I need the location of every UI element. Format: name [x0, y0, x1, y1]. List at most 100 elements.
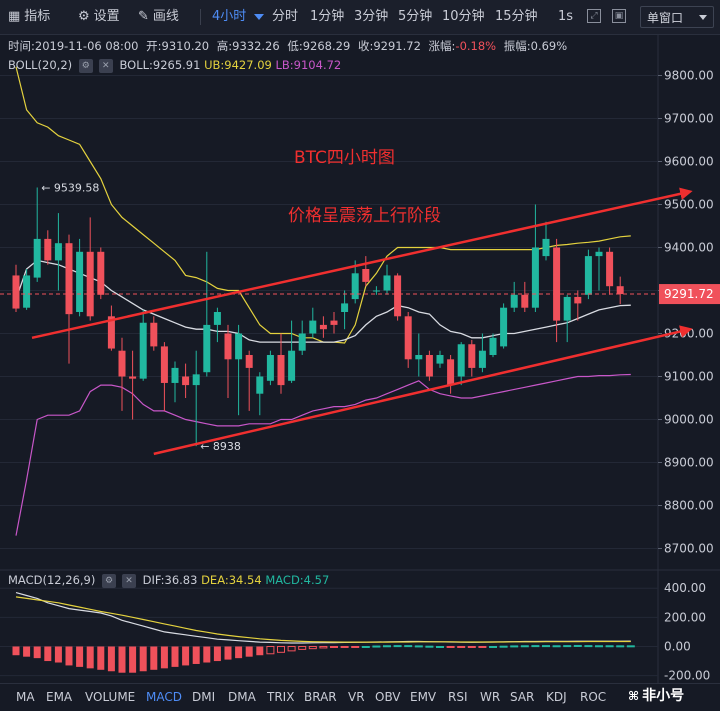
candle-body: [118, 350, 126, 377]
boll-ub: UB:9427.09: [204, 58, 272, 72]
macd-value: MACD:4.57: [265, 573, 330, 587]
tab-sar[interactable]: SAR: [510, 690, 535, 704]
trendline-arrow: [31, 187, 693, 340]
candle-body: [542, 238, 550, 257]
draw-button[interactable]: ✎ 画线: [138, 0, 179, 34]
info-open: 开:9310.20: [146, 39, 210, 53]
interval-4h[interactable]: 4小时: [212, 9, 247, 24]
candle-body: [12, 275, 20, 309]
screenshot-icon[interactable]: ▣: [612, 9, 626, 23]
macd-hist-bar: [160, 646, 168, 669]
candle-body: [425, 355, 433, 377]
candle-body: [150, 322, 158, 347]
macd-tick-label: -200.00: [664, 669, 710, 683]
macd-hist-bar: [425, 645, 434, 648]
macd-hist-bar: [319, 645, 328, 649]
price-tick-label: 8900.00: [664, 456, 714, 470]
indicator-tabs: MA EMA VOLUME MACD DMI DMA TRIX BRAR VR OBV EMV RSI…: [0, 683, 720, 711]
candle-body: [319, 324, 327, 330]
interval-timeline[interactable]: 分时: [272, 9, 299, 24]
indicators-button[interactable]: ▦ 指标: [8, 0, 50, 34]
interval-5m[interactable]: 5分钟: [398, 9, 433, 24]
macd-hist-bar: [171, 646, 179, 667]
tab-obv[interactable]: OBV: [375, 690, 401, 704]
tab-ma[interactable]: MA: [16, 690, 35, 704]
price-tick-label: 9700.00: [664, 112, 714, 126]
candle-body: [478, 350, 486, 368]
tab-roc[interactable]: ROC: [580, 690, 607, 704]
macd-hist-bar: [97, 646, 105, 670]
macd-hist-bar: [595, 645, 603, 648]
macd-hist-bar: [340, 645, 349, 648]
macd-hist-bar: [478, 645, 487, 648]
candle-body: [139, 322, 147, 379]
macd-hist-bar: [499, 645, 508, 648]
interval-1m[interactable]: 1分钟: [310, 9, 345, 24]
candle-body: [277, 355, 285, 386]
tab-volume[interactable]: VOLUME: [85, 690, 136, 704]
macd-hist-bar: [446, 645, 455, 648]
close-icon[interactable]: ✕: [122, 573, 136, 588]
candle-body: [436, 355, 444, 364]
interval-1s[interactable]: 1s: [558, 9, 574, 24]
candle-body: [54, 243, 62, 261]
candle-body: [76, 251, 84, 312]
settings-small-icon[interactable]: ⚙: [78, 58, 93, 73]
tab-macd[interactable]: MACD: [146, 690, 182, 704]
tab-rsi[interactable]: RSI: [448, 690, 468, 704]
candle-body: [203, 324, 211, 373]
macd-hist-bar: [287, 645, 296, 652]
tab-emv[interactable]: EMV: [410, 690, 437, 704]
price-tick-label: 9000.00: [664, 413, 714, 427]
expand-icon[interactable]: ⤢: [587, 9, 601, 23]
macd-tick-label: 200.00: [664, 610, 706, 624]
macd-hist-bar: [235, 646, 243, 659]
macd-hist-bar: [404, 645, 413, 648]
macd-hist-bar: [383, 645, 391, 648]
settings-button[interactable]: ⚙ 设置: [78, 0, 120, 34]
tab-trix[interactable]: TRIX: [267, 690, 295, 704]
tab-vr[interactable]: VR: [348, 690, 365, 704]
high-price-marker: ← 9539.58: [41, 181, 99, 194]
macd-hist-bar: [616, 645, 625, 648]
watermark: ⌘ 非小号: [628, 688, 685, 704]
window-mode-select[interactable]: 单窗口: [640, 6, 714, 28]
macd-hist-bar: [605, 645, 614, 648]
price-tick-label: 9800.00: [664, 69, 714, 83]
price-tick-label: 9400.00: [664, 241, 714, 255]
macd-hist-bar: [308, 645, 317, 650]
chevron-down-icon[interactable]: [254, 14, 264, 20]
macd-hist-bar: [351, 645, 360, 648]
candle-body: [574, 296, 582, 304]
macd-hist-bar: [531, 645, 540, 648]
tab-dma[interactable]: DMA: [228, 690, 256, 704]
interval-10m[interactable]: 10分钟: [442, 9, 485, 24]
price-tick-label: 9500.00: [664, 198, 714, 212]
info-high: 高:9332.26: [216, 39, 280, 53]
tab-kdj[interactable]: KDJ: [546, 690, 567, 704]
candle-body: [224, 333, 232, 360]
info-close: 收:9291.72: [357, 39, 421, 53]
price-tick-label: 9100.00: [664, 370, 714, 384]
candle-body: [107, 316, 115, 349]
candle-body: [23, 275, 31, 308]
close-icon[interactable]: ✕: [98, 58, 113, 73]
interval-3m[interactable]: 3分钟: [354, 9, 389, 24]
candle-body: [489, 337, 497, 355]
candle-body: [553, 247, 561, 321]
tab-wr[interactable]: WR: [480, 690, 501, 704]
macd-hist-bar: [573, 644, 582, 647]
tab-dmi[interactable]: DMI: [192, 690, 216, 704]
tab-brar[interactable]: BRAR: [304, 690, 337, 704]
macd-hist-bar: [54, 646, 62, 663]
macd-dea-line: [15, 596, 631, 643]
interval-15m[interactable]: 15分钟: [495, 9, 538, 24]
settings-small-icon[interactable]: ⚙: [102, 573, 116, 588]
macd-hist-bar: [457, 645, 466, 648]
candle-body: [330, 320, 338, 325]
tab-ema[interactable]: EMA: [46, 690, 73, 704]
macd-hist-bar: [584, 645, 593, 648]
macd-hist-bar: [256, 646, 264, 656]
macd-hist-bar: [330, 645, 338, 648]
